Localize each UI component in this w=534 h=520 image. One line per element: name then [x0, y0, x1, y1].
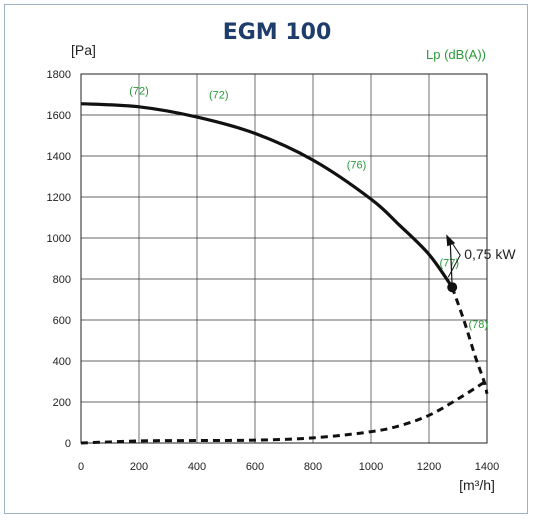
plot-border [80, 73, 488, 444]
x-axis-label: [m³/h] [459, 477, 495, 493]
dashed-curve-1 [450, 286, 489, 395]
sound-level-label: (72) [129, 86, 149, 98]
y-tick-label: 400 [53, 356, 71, 368]
y-axis-label: [Pa] [71, 42, 96, 58]
x-tick-label: 0 [78, 461, 84, 473]
y-tick-label: 0 [65, 438, 71, 450]
sound-level-label: (76) [347, 159, 367, 171]
x-tick-label: 600 [246, 461, 264, 473]
series-group [80, 102, 489, 445]
pressure-curve [80, 102, 454, 289]
y-tick-label: 1200 [47, 192, 71, 204]
x-tick-label: 400 [188, 461, 206, 473]
power-label: 0,75 kW [464, 246, 516, 262]
x-tick-label: 1200 [417, 461, 441, 473]
chart-title: EGM 100 [223, 20, 332, 45]
x-tick-label: 1400 [475, 461, 499, 473]
x-tick-label: 200 [130, 461, 148, 473]
chart-frame [4, 4, 528, 514]
power-marker: 0,75 kW [446, 234, 516, 288]
annotations: (72) (72) (76) (77) (78) [129, 86, 488, 332]
sound-level-label: (72) [209, 90, 229, 102]
y-tick-label: 200 [53, 397, 71, 409]
y-tick-label: 1400 [47, 151, 71, 163]
y-tick-label: 1000 [47, 233, 71, 245]
tick-labels: 0 200 400 600 800 1000 1200 1400 0 200 400 600 800 10… [47, 69, 500, 473]
y-tick-label: 600 [53, 315, 71, 327]
dashed-curve-2 [80, 379, 488, 445]
grid [80, 73, 488, 444]
y-tick-label: 1800 [47, 69, 71, 81]
power-bracket [447, 236, 461, 278]
sound-level-label: Lp (dB(A)) [426, 47, 486, 62]
sound-level-label: (78) [469, 319, 489, 331]
x-tick-label: 1000 [359, 461, 383, 473]
power-arrow-line [449, 241, 453, 288]
x-tick-label: 800 [304, 461, 322, 473]
sound-level-label: (77) [440, 258, 460, 270]
y-tick-label: 800 [53, 274, 71, 286]
y-tick-label: 1600 [47, 110, 71, 122]
